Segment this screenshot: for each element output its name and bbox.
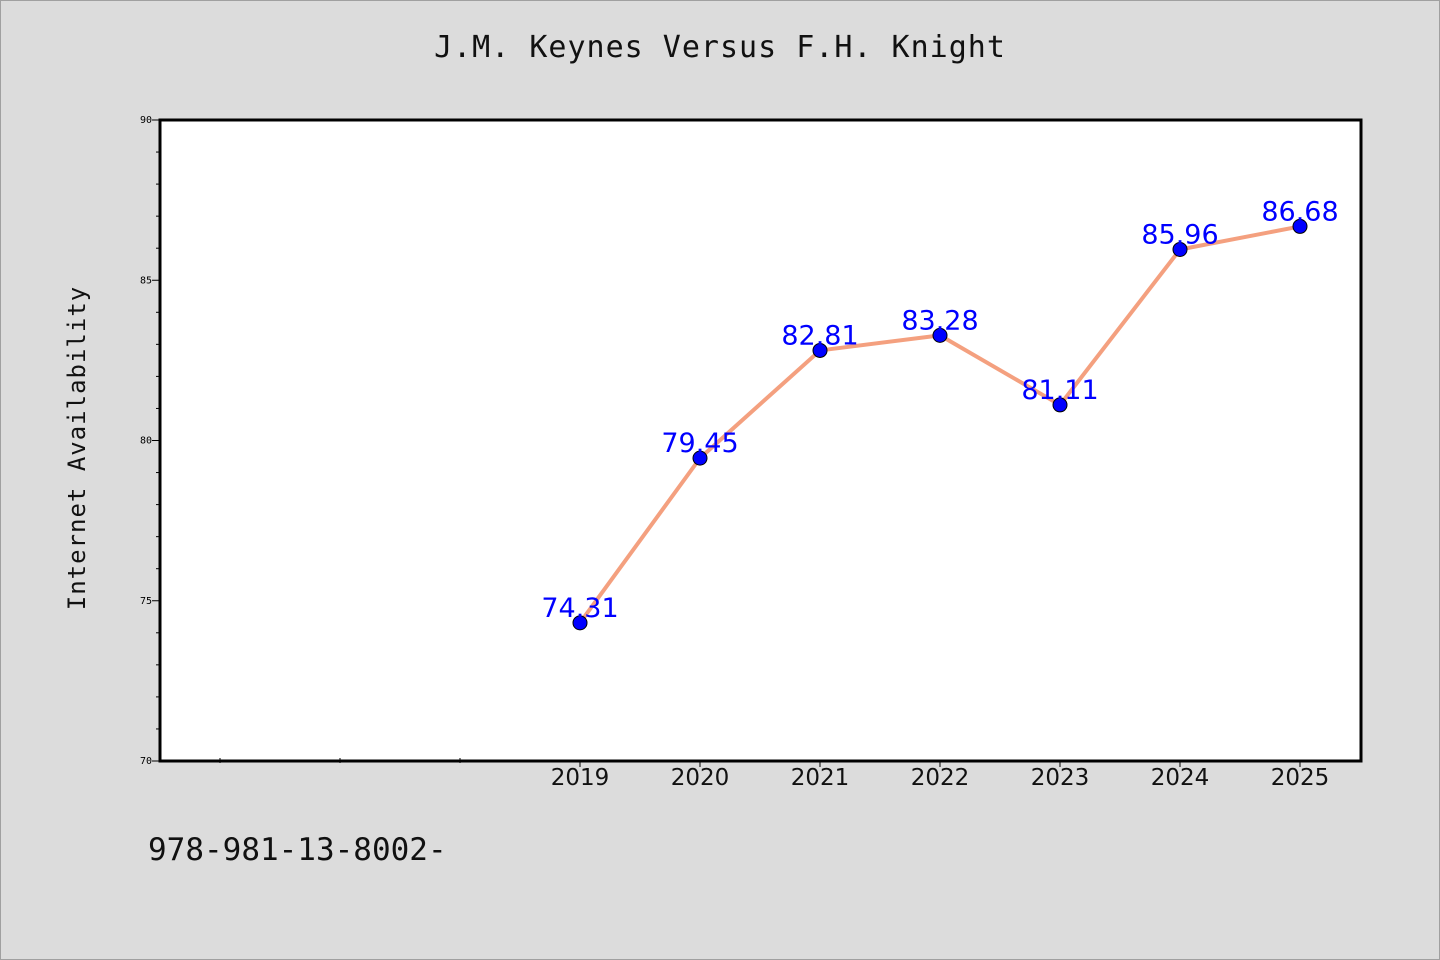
y-tick-label: 70 [140,756,152,767]
data-point [572,615,588,631]
plot-area [158,118,1363,763]
y-axis: 70 75 80 85 90 [140,115,160,767]
data-point [1052,397,1068,413]
y-tick-label: 75 [140,596,152,607]
x-tick-label: 2019 [551,765,610,791]
data-label: 74.31 [541,593,618,624]
y-tick-label: 80 [140,436,152,447]
chart-title: J.M. Keynes Versus F.H. Knight [434,30,1006,65]
series-line-group: 74.31 79.45 82.81 83.28 81.11 85.96 86.68 [541,196,1339,631]
data-label: 79.45 [661,428,738,459]
footer-code: 978-981-13-8002- [148,832,447,868]
data-point [932,327,948,343]
y-tick-label: 85 [140,275,152,286]
data-point [1172,241,1188,257]
x-axis: 2019 2020 2021 2022 2023 2024 2025 [219,758,1330,791]
data-label: 81.11 [1021,375,1098,406]
data-label: 85.96 [1141,219,1218,250]
x-tick-label: 2022 [911,765,970,791]
x-tick-label: 2021 [791,765,850,791]
x-tick-label: 2025 [1271,765,1330,791]
x-tick-label: 2023 [1031,765,1090,791]
data-point [812,342,828,358]
x-tick-label: 2020 [671,765,730,791]
data-label: 86.68 [1261,196,1338,227]
y-tick-label: 90 [140,115,152,126]
y-axis-label: Internet Availability [63,286,91,610]
data-point [1292,218,1308,234]
data-label: 82.81 [781,320,858,351]
data-point [692,450,708,466]
x-tick-label: 2024 [1151,765,1210,791]
data-label: 83.28 [901,305,978,336]
